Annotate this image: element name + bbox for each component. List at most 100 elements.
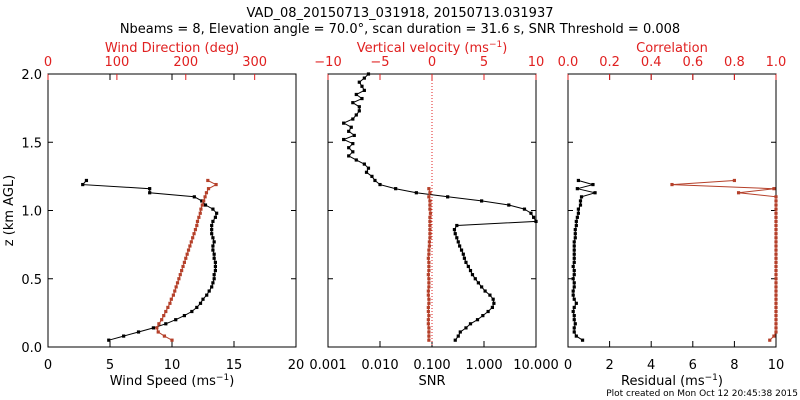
data-point xyxy=(212,240,216,244)
data-point xyxy=(574,219,578,224)
plot-credit: Plot created on Mon Oct 12 20:45:38 2015 xyxy=(606,389,798,399)
data-point xyxy=(151,326,155,330)
data-point xyxy=(573,236,577,240)
y-tick-label: 2.0 xyxy=(21,68,42,83)
top-tick-label: 0 xyxy=(428,55,436,70)
data-point xyxy=(428,219,432,224)
data-point xyxy=(591,182,595,187)
bottom-tick-label: 2 xyxy=(605,358,613,373)
data-point xyxy=(156,330,160,334)
data-point xyxy=(774,318,778,322)
data-point xyxy=(193,228,198,232)
top-tick-label: −10 xyxy=(314,55,341,70)
data-point xyxy=(774,248,778,252)
data-point xyxy=(572,252,576,256)
data-point xyxy=(480,199,484,203)
data-point xyxy=(394,187,398,191)
data-point xyxy=(774,199,778,203)
data-point xyxy=(774,244,778,248)
data-point xyxy=(370,174,374,178)
data-point xyxy=(571,264,575,269)
bottom-tick-label: 8 xyxy=(730,358,738,373)
data-point xyxy=(182,260,186,264)
top-tick-label: 1.0 xyxy=(766,55,787,70)
series-top-red xyxy=(155,178,218,342)
data-point xyxy=(212,252,216,256)
data-point xyxy=(178,273,182,277)
data-point xyxy=(453,232,457,236)
data-point xyxy=(211,248,215,252)
data-point xyxy=(426,322,430,326)
data-point xyxy=(211,236,215,240)
top-tick-label: 0.4 xyxy=(641,55,662,70)
data-point xyxy=(772,334,776,338)
data-point xyxy=(378,182,382,187)
top-axis-title: Correlation xyxy=(636,41,708,56)
y-tick-label: 1.5 xyxy=(21,136,42,151)
data-point xyxy=(574,223,578,228)
data-point xyxy=(572,256,576,260)
data-point xyxy=(427,277,431,281)
data-point xyxy=(428,215,432,219)
top-tick-label: 0.2 xyxy=(599,55,620,70)
data-point xyxy=(476,281,480,285)
data-point xyxy=(774,256,778,260)
data-point xyxy=(427,187,431,191)
data-point xyxy=(772,187,776,191)
data-point xyxy=(670,182,674,187)
data-point xyxy=(373,178,377,183)
y-tick-label: 1.0 xyxy=(21,205,42,220)
bottom-tick-label: 15 xyxy=(226,358,243,373)
data-point xyxy=(572,318,576,322)
data-point xyxy=(774,285,778,289)
data-point xyxy=(774,240,778,244)
panel-wind: 0 5 10 15 20 Wind Speed (ms−1) 0 100 200 300Wind … xyxy=(2,41,304,389)
data-point xyxy=(366,72,371,76)
data-point xyxy=(464,326,468,330)
data-point xyxy=(212,256,216,260)
data-point xyxy=(426,318,430,322)
y-axis-title: z (km AGL) xyxy=(2,175,17,246)
data-point xyxy=(572,260,576,264)
data-point xyxy=(173,289,177,293)
data-point xyxy=(206,178,210,183)
top-tick-label: 0.0 xyxy=(558,55,579,70)
data-point xyxy=(459,248,464,252)
data-point xyxy=(593,191,597,195)
data-point xyxy=(456,240,460,244)
data-point xyxy=(576,178,580,183)
data-point xyxy=(573,322,577,326)
data-point xyxy=(580,338,585,342)
bottom-tick-label: 10.000 xyxy=(513,358,559,373)
data-point xyxy=(174,285,178,289)
data-point xyxy=(213,215,217,219)
data-point xyxy=(192,195,196,199)
data-point xyxy=(148,187,152,191)
data-point xyxy=(427,260,431,264)
data-point xyxy=(427,252,431,256)
series-bottom-black xyxy=(571,178,597,342)
data-point xyxy=(204,191,209,195)
data-point xyxy=(774,301,778,305)
data-point xyxy=(774,293,778,297)
panel-quality: 0 2 4 6 8 10 Residual (ms−1) 0.0 0.2 0.4 0.6 0.8 1.0… xyxy=(558,41,787,389)
data-point xyxy=(190,309,194,314)
top-axis-title: Vertical velocity (ms−1) xyxy=(357,40,508,56)
bottom-tick-label: 0 xyxy=(44,358,52,373)
data-point xyxy=(488,293,492,297)
data-point xyxy=(732,178,736,183)
panel-vertical: 0.001 0.010 0.100 1.000 10.000 SNR −10 −5 0 5 10 Ve… xyxy=(309,40,558,389)
data-point xyxy=(572,330,576,334)
data-point xyxy=(426,293,430,297)
bottom-tick-label: 1.000 xyxy=(465,358,502,373)
data-point xyxy=(576,207,580,211)
data-point xyxy=(198,301,203,305)
data-point xyxy=(468,268,473,273)
data-point xyxy=(428,199,432,203)
data-point xyxy=(206,187,211,191)
data-point xyxy=(574,301,578,305)
data-point xyxy=(351,101,355,105)
data-point xyxy=(774,305,778,310)
data-point xyxy=(427,248,431,252)
data-point xyxy=(347,146,351,150)
